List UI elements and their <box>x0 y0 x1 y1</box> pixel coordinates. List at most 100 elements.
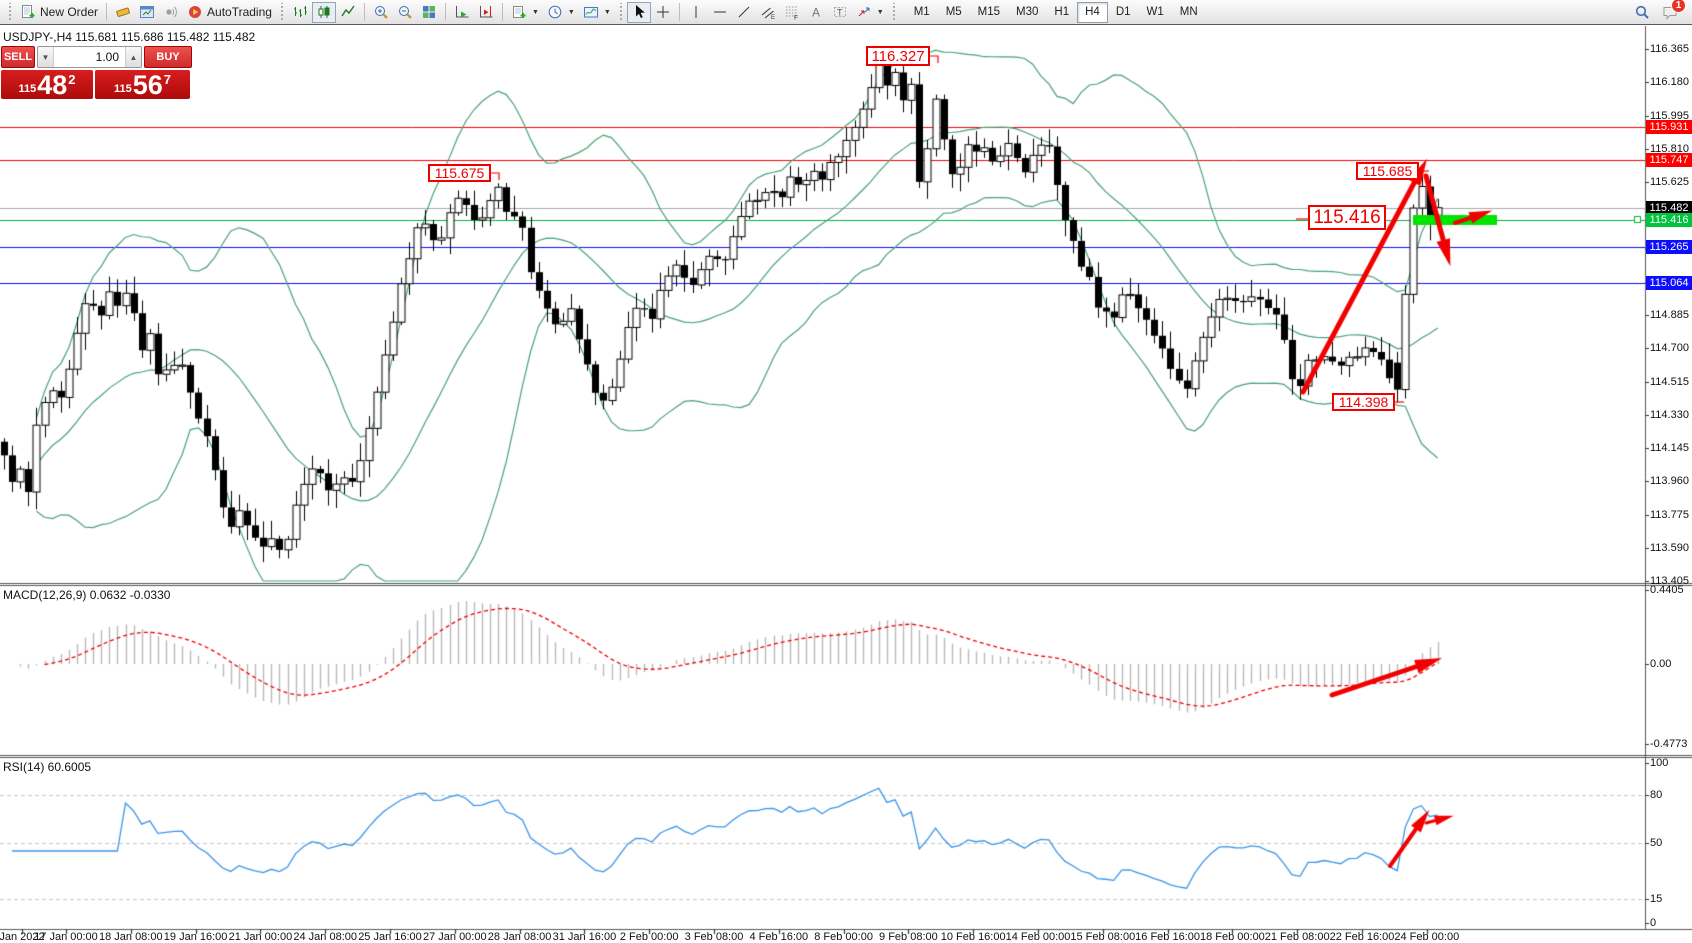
market-button[interactable] <box>111 2 135 23</box>
macd-axis-label: 0.00 <box>1650 658 1672 670</box>
svg-text:A: A <box>812 6 820 20</box>
new-chart-icon <box>511 4 527 20</box>
cursor-icon <box>631 4 647 20</box>
time-axis-label: 4 Feb 16:00 <box>749 931 809 943</box>
price-tick-label: 113.960 <box>1650 475 1689 488</box>
new-order-button[interactable]: New Order <box>16 2 102 23</box>
toolbar-grip[interactable] <box>278 3 285 21</box>
toolbar-separator <box>678 3 680 21</box>
sell-button[interactable]: SELL <box>1 46 35 68</box>
zoom-in-button[interactable] <box>369 2 393 23</box>
zoom-in-icon <box>373 4 389 20</box>
svg-text:E: E <box>771 15 775 20</box>
clock-icon <box>547 4 563 20</box>
new-chart-button[interactable]: ▼ <box>507 2 543 23</box>
new-order-label: New Order <box>40 5 99 19</box>
price-tick-label: 116.365 <box>1650 43 1689 55</box>
chat-icon[interactable]: 1 <box>1662 0 1686 20</box>
timeframe-m5[interactable]: M5 <box>945 6 962 18</box>
cursor-tool-button[interactable] <box>626 1 651 23</box>
time-axis-label: 8 Feb 00:00 <box>814 931 873 943</box>
auto-scroll-icon <box>454 4 470 20</box>
autotrading-button[interactable]: AutoTrading <box>183 2 276 23</box>
volume-value[interactable]: 1.00 <box>95 50 119 64</box>
horizontal-line-tool-button[interactable] <box>708 2 732 23</box>
bar-chart-button[interactable] <box>288 2 312 23</box>
timeframe-mn[interactable]: MN <box>1179 6 1198 18</box>
timeframe-w1[interactable]: W1 <box>1146 6 1164 18</box>
time-axis-label: 19 Jan 16:00 <box>163 931 228 943</box>
tile-windows-button[interactable] <box>417 2 441 23</box>
price-annotation[interactable]: 114.398 <box>1332 393 1395 411</box>
fibonacci-tool-button[interactable]: F <box>780 2 804 23</box>
chart-shift-button[interactable] <box>474 2 498 23</box>
one-click-trading-panel: SELL ▼ 1.00 ▲ BUY 115 48 2 115 56 7 <box>1 46 192 99</box>
timeframe-m30[interactable]: M30 <box>1016 6 1039 18</box>
time-axis-label: 31 Jan 16:00 <box>552 931 617 943</box>
timeframe-h1[interactable]: H1 <box>1054 6 1070 18</box>
channel-tool-button[interactable]: E <box>756 2 780 23</box>
timeframe-d1[interactable]: D1 <box>1115 6 1131 18</box>
editor-window-icon <box>139 4 155 20</box>
price-tick-label: 114.330 <box>1650 408 1689 421</box>
profiles-button[interactable]: ▼ <box>543 2 579 23</box>
text-label-tool-button[interactable]: T <box>828 2 852 23</box>
toolbar-grip[interactable] <box>890 3 897 21</box>
time-axis-label: 17 Jan 00:00 <box>34 931 98 943</box>
signals-button[interactable] <box>159 2 183 23</box>
timeframe-h4[interactable]: H4 <box>1077 1 1108 23</box>
buy-price-base: 115 <box>113 83 132 95</box>
toolbar-right: 1 <box>1634 0 1688 20</box>
arrow-objects-button[interactable]: ▼ <box>852 2 888 23</box>
price-tick-label: 114.700 <box>1650 342 1689 355</box>
text-tool-button[interactable]: A <box>804 2 828 23</box>
vertical-line-tool-button[interactable] <box>684 2 708 23</box>
sell-price-pips: 48 <box>37 70 68 100</box>
price-tick-label: 113.590 <box>1650 541 1689 554</box>
auto-scroll-button[interactable] <box>450 2 474 23</box>
price-annotation[interactable]: 115.685 <box>1356 162 1419 180</box>
autotrading-icon <box>187 4 203 20</box>
price-annotation[interactable]: 116.327 <box>866 46 930 66</box>
price-tick-label: 113.405 <box>1650 575 1689 587</box>
editor-button[interactable] <box>135 2 159 23</box>
time-axis-label: 24 Feb 00:00 <box>1394 931 1460 943</box>
time-axis-label: 18 Jan 08:00 <box>98 931 163 943</box>
crosshair-tool-button[interactable] <box>651 2 675 23</box>
time-axis-label: 21 Feb 08:00 <box>1264 931 1330 943</box>
search-icon[interactable] <box>1634 4 1650 20</box>
time-axis-label: 25 Jan 16:00 <box>358 931 422 943</box>
volume-decrease-button[interactable]: ▼ <box>38 47 54 67</box>
rsi-axis-label: 0 <box>1650 917 1657 929</box>
crosshair-icon <box>655 4 671 20</box>
price-annotation[interactable]: 115.675 <box>428 164 491 182</box>
arrows-icon <box>856 4 872 20</box>
candlestick-chart-button[interactable] <box>311 1 336 23</box>
broadcast-icon <box>163 4 179 20</box>
notification-badge: 1 <box>1671 0 1686 13</box>
trendline-tool-button[interactable] <box>732 2 756 23</box>
sell-price[interactable]: 115 48 2 <box>1 70 93 99</box>
sell-price-base: 115 <box>18 83 37 95</box>
chevron-down-icon: ▼ <box>531 8 539 16</box>
rsi-axis-label: 50 <box>1650 837 1663 849</box>
price-badge: 115.416 <box>1646 212 1692 227</box>
time-axis-label: 21 Jan 00:00 <box>228 931 293 943</box>
fibonacci-icon: F <box>784 4 800 20</box>
volume-increase-button[interactable]: ▲ <box>125 47 141 67</box>
rsi-axis-label: 80 <box>1650 789 1663 801</box>
toolbar-grip[interactable] <box>7 3 13 21</box>
line-chart-button[interactable] <box>336 2 360 23</box>
price-tick-label: 115.810 <box>1650 142 1689 155</box>
channel-icon: E <box>760 4 776 20</box>
price-annotation[interactable]: 115.416 <box>1308 205 1386 230</box>
templates-button[interactable]: ▼ <box>579 2 615 23</box>
timeframe-m1[interactable]: M1 <box>913 6 930 18</box>
toolbar-grip[interactable] <box>617 3 624 21</box>
buy-button[interactable]: BUY <box>144 46 192 68</box>
timeframe-m15[interactable]: M15 <box>977 6 1001 18</box>
zoom-out-button[interactable] <box>393 2 417 23</box>
buy-price[interactable]: 115 56 7 <box>95 70 190 99</box>
gold-bar-icon <box>115 4 131 20</box>
